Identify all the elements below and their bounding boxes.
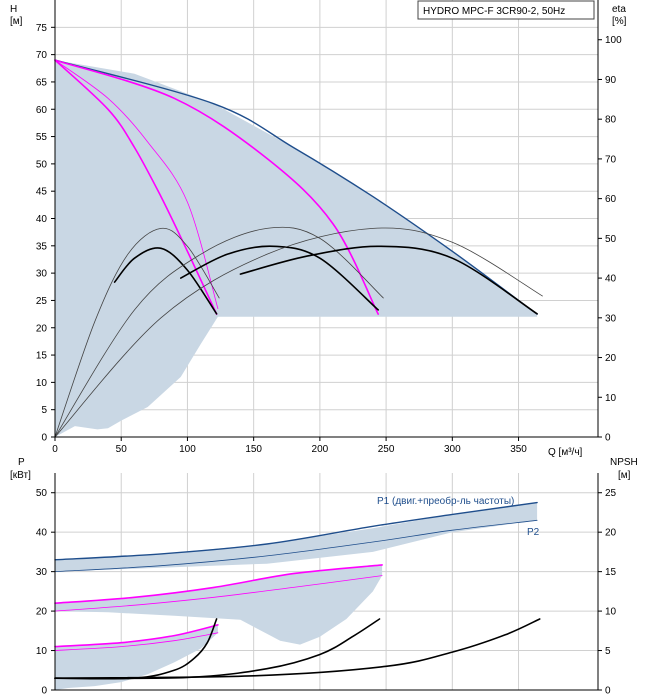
operating-range-area [55,624,218,690]
series-line [54,501,538,561]
right-tick-label: 50 [605,234,617,245]
p1-curve-label: P1 (двиг.+преобр-ль частоты) [377,495,514,507]
h-axis-unit: [м] [10,16,23,27]
eta-axis-title: eta [612,4,626,15]
left-tick-label: 10 [36,378,48,389]
left-tick-label: 30 [36,269,48,280]
right-tick-label: 0 [605,686,611,697]
title-box [417,0,595,20]
operating-range-area [55,564,383,645]
p-axis-title: P [18,457,25,468]
right-tick-label: 80 [605,115,617,126]
left-tick-label: 35 [36,241,48,252]
left-tick-label: 20 [36,607,48,618]
left-tick-label: 55 [36,132,48,143]
series-line [54,564,383,604]
series-line [239,245,538,315]
right-tick-label: 10 [605,607,617,618]
series-line [54,227,220,438]
series-line [54,59,379,315]
h-axis-title: H [10,4,17,15]
right-tick-label: 15 [605,567,617,578]
x-tick-label: 150 [245,444,262,455]
left-tick-label: 0 [41,686,47,697]
series-line [54,59,218,315]
right-tick-label: 20 [605,353,617,364]
series-line [54,519,538,572]
left-tick-label: 75 [36,23,48,34]
chart-title: HYDRO MPC-F 3CR90-2, 50Hz [423,6,565,17]
series-line [54,59,219,309]
power-npsh-plot: 0 10 20 30 40 50 0 5 10 15 20 25 [36,473,617,697]
x-tick-label: 350 [510,444,527,455]
left-tick-label: 40 [36,214,48,225]
left-tick-label: 40 [36,528,48,539]
right-tick-label: 25 [605,488,617,499]
operating-range-area [55,502,538,572]
series-line [54,575,383,612]
left-tick-label: 50 [36,488,48,499]
npsh-axis-title: NPSH [610,457,638,468]
series-line [113,247,218,315]
left-tick-label: 70 [36,50,48,61]
x-tick-label: 300 [444,444,461,455]
left-tick-label: 60 [36,105,48,116]
left-tick-label: 15 [36,351,48,362]
x-tick-label: 100 [179,444,196,455]
left-tick-label: 5 [41,405,47,416]
left-tick-label: 30 [36,567,48,578]
left-tick-label: 20 [36,323,48,334]
right-tick-label: 30 [605,313,617,324]
eta-axis-unit: [%] [612,16,627,27]
right-tick-label: 5 [605,646,611,657]
x-tick-label: 0 [52,444,58,455]
series-line [54,618,541,679]
right-tick-label: 0 [605,433,611,444]
left-tick-label: 25 [36,296,48,307]
right-tick-label: 10 [605,393,617,404]
x-tick-label: 200 [312,444,329,455]
series-line [54,227,543,438]
q-axis-title: Q [м³/ч] [548,447,583,458]
x-tick-label: 50 [116,444,128,455]
right-tick-label: 40 [605,274,617,285]
right-tick-label: 20 [605,528,617,539]
x-tick-label: 250 [378,444,395,455]
right-tick-label: 90 [605,75,617,86]
right-tick-label: 70 [605,154,617,165]
right-tick-label: 100 [605,35,622,46]
p2-curve-label: P2 [527,527,540,538]
series-line [54,632,219,651]
left-tick-label: 65 [36,77,48,88]
series-line [180,245,379,311]
right-tick-label: 60 [605,194,617,205]
left-tick-label: 0 [41,433,47,444]
qh-plot: 0 5 10 15 20 25 30 35 40 45 50 55 60 65 70 75 0 10 20 30 40 5… [36,0,622,455]
left-tick-label: 10 [36,646,48,657]
left-tick-label: 50 [36,159,48,170]
npsh-axis-unit: [м] [618,470,631,481]
left-tick-label: 45 [36,187,48,198]
p-axis-unit: [кВт] [10,470,31,481]
series-line [54,624,219,648]
series-line [54,226,384,438]
